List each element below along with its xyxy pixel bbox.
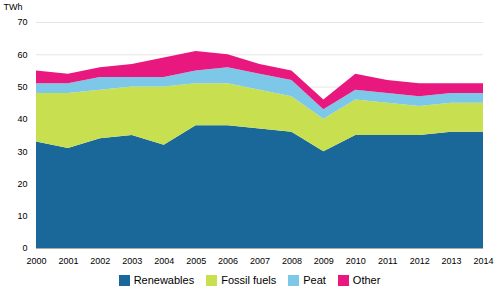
svg-text:30: 30 (17, 147, 27, 157)
html-text:Fossil fuels: Fossil fuels (221, 274, 277, 286)
svg-text:0: 0 (22, 243, 27, 253)
svg-text:2009: 2009 (314, 256, 334, 266)
svg-text:2003: 2003 (122, 256, 142, 266)
svg-text:2013: 2013 (442, 256, 462, 266)
svg-text:2011: 2011 (378, 256, 397, 266)
svg-text:2005: 2005 (186, 256, 206, 266)
svg-text:10: 10 (17, 211, 27, 221)
svg-text:40: 40 (17, 114, 27, 124)
svg-text:2008: 2008 (282, 256, 302, 266)
svg-text:50: 50 (17, 82, 27, 92)
svg-text:60: 60 (17, 50, 27, 60)
svg-text:20: 20 (17, 179, 27, 189)
html-text:Other: Other (352, 274, 381, 286)
svg-text:70: 70 (17, 17, 27, 27)
svg-text:2014: 2014 (473, 256, 493, 266)
svg-text:2010: 2010 (346, 256, 366, 266)
svg-text:2004: 2004 (154, 256, 174, 266)
svg-text:2000: 2000 (26, 256, 46, 266)
svg-text:2012: 2012 (410, 256, 430, 266)
svg-text:2006: 2006 (218, 256, 238, 266)
svg-text:2007: 2007 (250, 256, 270, 266)
svg-text:2001: 2001 (58, 256, 78, 266)
html-text:Renewables: Renewables (133, 274, 195, 286)
svg-text:2002: 2002 (90, 256, 110, 266)
html-text:Peat: Peat (303, 274, 326, 286)
svg-text:TWh: TWh (4, 2, 23, 12)
